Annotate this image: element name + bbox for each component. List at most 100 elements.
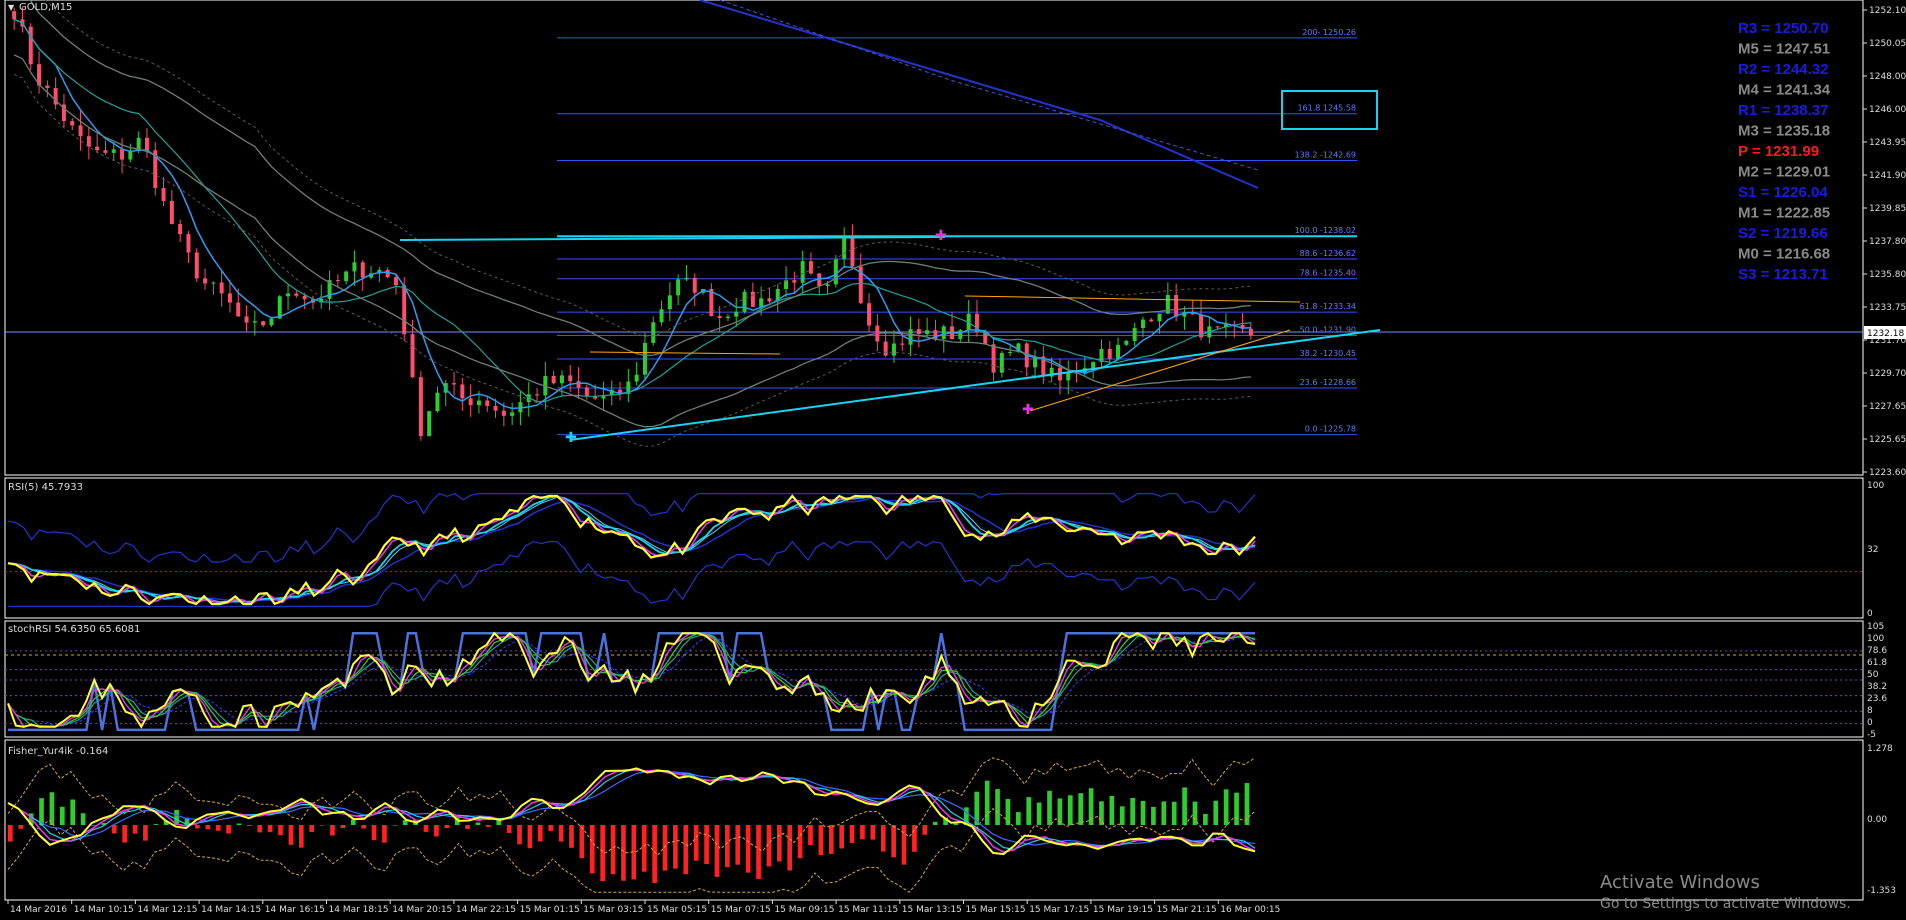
fisher-histogram-bar [475,822,481,825]
fisher-histogram-bar [1015,812,1021,825]
candle-body [369,273,374,278]
fisher-histogram-bar [1161,801,1167,825]
pivot-level-label: M5 = 1247.51 [1738,41,1830,58]
candle-body [1182,312,1187,317]
time-axis-label: 15 Mar 11:15 [838,905,898,915]
stoch-axis-label: 78.6 [1867,646,1887,656]
candle-body [1174,295,1179,317]
candle-body [186,234,191,253]
fisher-histogram-bar [236,823,242,825]
candle-body [626,381,631,394]
fisher-histogram-bar [392,825,398,826]
activate-windows-title: Activate Windows [1600,872,1760,893]
main-chart-layer: 200- 1250.26 161.8 1245.58 138.2 -1242.69 1… [5,0,1863,447]
candle-body [153,150,158,189]
current-price-marker [1864,326,1906,339]
candle-body [676,279,681,296]
candle-body [709,289,714,317]
band-lower-line [13,54,1251,428]
candle-body [1099,348,1104,363]
candle-body [667,295,672,310]
time-axis-label: 15 Mar 09:15 [774,905,834,915]
time-axis: 14 Mar 2016 14 Mar 10:15 14 Mar 12:15 14 Ma… [7,900,1280,915]
pivot-level-label: R1 = 1238.37 [1738,102,1829,119]
time-axis-label: 14 Mar 18:15 [329,905,389,915]
candle-body [784,280,789,290]
fisher-panel[interactable] [4,739,1864,901]
candle-body [501,410,506,416]
fisher-histogram-bar [8,825,13,842]
rsi-axis-label: 100 [1867,481,1884,491]
trendline-support [569,329,1381,441]
fisher-histogram-bar [527,825,533,849]
candle-body [642,342,647,375]
pivot-levels-list: R3 = 1250.70 M5 = 1247.51 R2 = 1244.32 M4 =… [1738,20,1831,283]
fisher-histogram-bar [80,813,86,825]
fisher-histogram-bar [340,825,346,829]
rsi-main-line [7,494,1256,606]
fisher-histogram-bar [652,825,657,884]
candle-body [825,284,830,286]
fisher-histogram-bar [1005,798,1011,825]
candle-body [302,295,307,300]
price-axis-label: 1241.90 [1869,171,1906,181]
price-axis-label: 1225.65 [1869,435,1906,445]
fisher-histogram-bar [589,825,595,874]
time-axis-label: 15 Mar 03:15 [583,905,643,915]
rsi-axis: 100 32 0 [1867,481,1884,619]
pivot-level-label: S2 = 1219.66 [1738,225,1828,242]
fib-level-label: 0.0 -1225.78 [1305,425,1356,434]
candle-body [393,277,398,286]
fisher-axis-label: -1.353 [1867,886,1896,896]
triangle-down-icon[interactable]: ▼ [8,3,15,12]
candle-body [925,330,930,335]
candle-body [1033,356,1038,368]
fisher-histogram-bar [205,825,211,830]
fisher-histogram-bar [880,825,886,852]
fisher-histogram-bar [984,780,990,825]
candle-body [78,125,83,137]
candle-body [410,334,415,378]
activate-windows-subtitle: Go to Settings to activate Windows. [1600,896,1851,912]
candle-body [476,400,481,406]
time-axis-label: 15 Mar 15:15 [966,905,1026,915]
fisher-histogram-bar [371,825,377,841]
candle-body [958,330,963,339]
fisher-histogram-bar [569,825,574,848]
fib-level-label: 200- 1250.26 [1302,28,1356,37]
stoch-axis-label: 105 [1867,622,1884,632]
fisher-histogram-bar [932,821,938,825]
candle-body [1157,313,1162,322]
price-axis-label: 1250.05 [1869,39,1906,49]
candle-body [576,381,581,388]
candle-body [1140,319,1145,329]
candle-body [991,344,996,373]
candle-body [385,269,390,278]
fisher-histogram-bar [278,825,283,836]
fisher-histogram-bar [298,825,304,848]
time-axis-label: 14 Mar 10:15 [74,905,134,915]
fisher-histogram-bar [18,825,24,829]
candle-body [53,88,58,105]
fisher-histogram-bar [1047,790,1052,825]
candle-body [37,64,42,86]
fisher-histogram-bar [964,807,969,825]
fisher-histogram-bar [1057,798,1063,825]
fisher-histogram-bar [756,825,761,879]
fisher-yellow-line [7,767,1256,856]
fisher-histogram-bar [195,825,200,829]
fib-level-label: 78.6 -1235.40 [1300,269,1356,278]
candle-body [70,121,75,126]
rsi-upper-band [7,492,1256,563]
fisher-histogram-bar [434,825,439,837]
price-axis-label: 1243.95 [1869,138,1906,148]
fisher-histogram-bar [319,825,325,826]
fisher-histogram-bar [309,825,315,832]
candle-body [1190,312,1195,315]
candle-body [593,396,598,399]
stoch-axis-label: 61.8 [1867,658,1887,668]
fisher-histogram-bar [143,825,148,841]
fisher-histogram-bar [849,825,855,843]
fisher-histogram-bar [1099,801,1104,825]
